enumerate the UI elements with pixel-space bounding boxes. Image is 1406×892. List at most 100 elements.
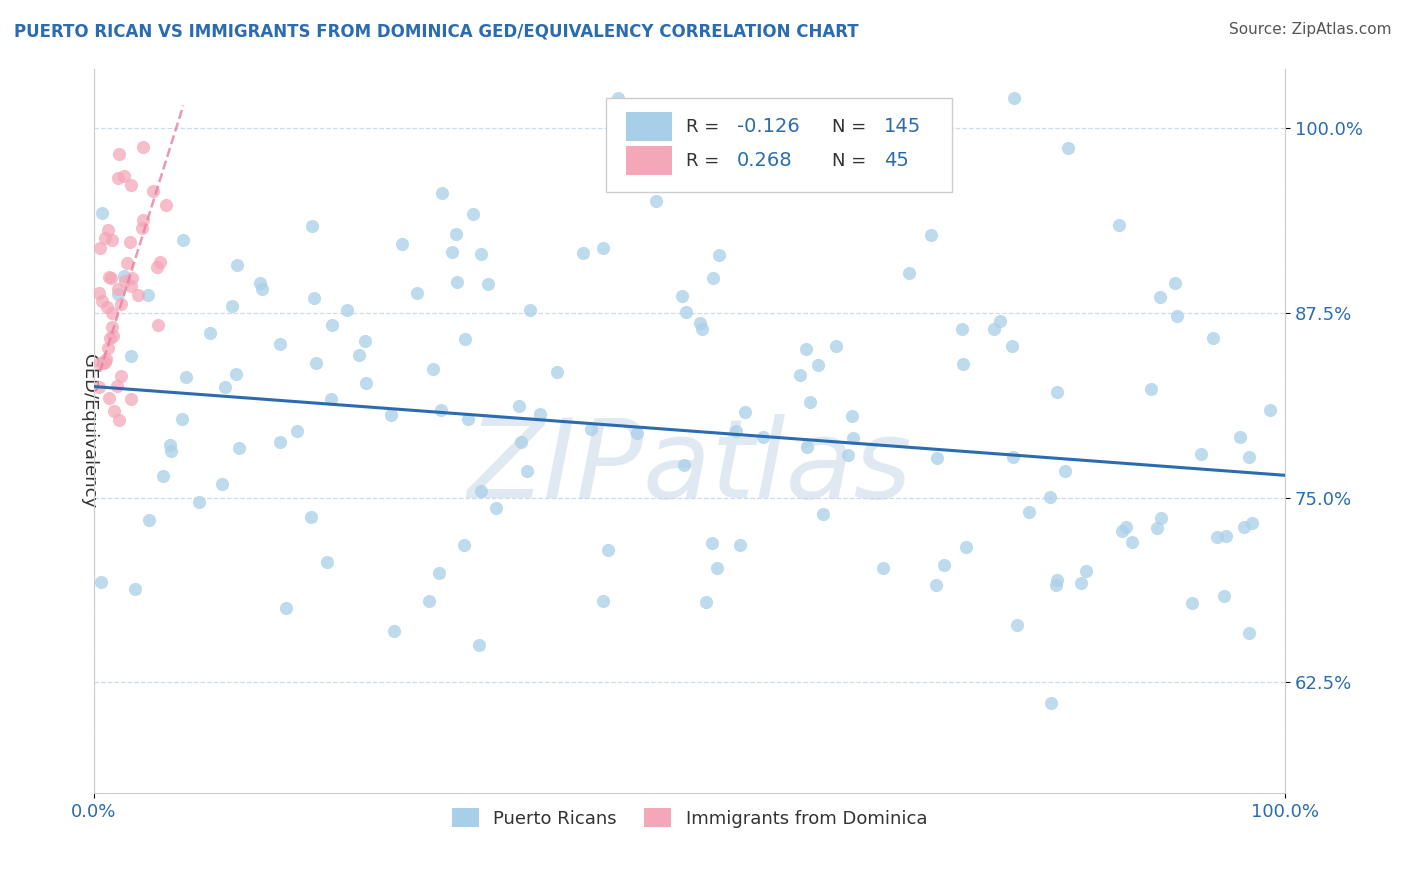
Point	[1206, 530, 1229, 544]
Point	[1164, 276, 1187, 290]
Point	[592, 241, 614, 255]
Point	[98, 269, 121, 284]
Point	[1213, 589, 1236, 603]
Point	[132, 212, 155, 227]
Point	[127, 287, 149, 301]
Point	[675, 305, 697, 319]
Point	[671, 289, 693, 303]
Point	[316, 555, 339, 569]
Point	[131, 221, 153, 235]
FancyBboxPatch shape	[606, 97, 952, 192]
Point	[103, 404, 125, 418]
Point	[825, 339, 848, 353]
Point	[89, 356, 111, 370]
Point	[508, 399, 530, 413]
Point	[211, 477, 233, 491]
Point	[427, 566, 450, 581]
Point	[159, 438, 181, 452]
Point	[1108, 218, 1130, 232]
Point	[91, 293, 114, 308]
Text: ZIPatlas: ZIPatlas	[467, 414, 912, 521]
Point	[1215, 529, 1237, 543]
Point	[269, 337, 291, 351]
Point	[485, 500, 508, 515]
Point	[950, 321, 973, 335]
Point	[470, 247, 492, 261]
Point	[470, 484, 492, 499]
Point	[734, 405, 756, 419]
Point	[107, 283, 129, 297]
Point	[97, 341, 120, 355]
Point	[799, 395, 821, 409]
Point	[138, 513, 160, 527]
Point	[107, 170, 129, 185]
Point	[626, 426, 648, 441]
Point	[1054, 464, 1077, 478]
Point	[592, 594, 614, 608]
Point	[842, 431, 865, 445]
Point	[807, 358, 830, 372]
Point	[454, 332, 477, 346]
Legend: Puerto Ricans, Immigrants from Dominica: Puerto Ricans, Immigrants from Dominica	[444, 801, 935, 835]
Point	[794, 343, 817, 357]
Point	[468, 638, 491, 652]
Text: 0.268: 0.268	[737, 151, 793, 170]
Point	[107, 286, 129, 301]
Point	[114, 274, 136, 288]
Point	[391, 236, 413, 251]
Point	[146, 260, 169, 274]
Point	[305, 356, 328, 370]
Point	[988, 314, 1011, 328]
Point	[152, 468, 174, 483]
Point	[422, 362, 444, 376]
Point	[1045, 577, 1067, 591]
Point	[730, 538, 752, 552]
Point	[1202, 331, 1225, 345]
Point	[93, 231, 115, 245]
Point	[1189, 448, 1212, 462]
Point	[453, 538, 475, 552]
Point	[96, 351, 118, 366]
Point	[1074, 564, 1097, 578]
Point	[837, 449, 859, 463]
Point	[1040, 697, 1063, 711]
Point	[955, 540, 977, 554]
Point	[87, 380, 110, 394]
Point	[572, 246, 595, 260]
Point	[1111, 524, 1133, 538]
Point	[93, 355, 115, 369]
Point	[380, 408, 402, 422]
Point	[692, 322, 714, 336]
Y-axis label: GED/Equivalency: GED/Equivalency	[80, 354, 98, 508]
Point	[607, 91, 630, 105]
Point	[103, 328, 125, 343]
Point	[927, 450, 949, 465]
Point	[120, 178, 142, 193]
Point	[382, 624, 405, 638]
Point	[91, 206, 114, 220]
Text: PUERTO RICAN VS IMMIGRANTS FROM DOMINICA GED/EQUIVALENCY CORRELATION CHART: PUERTO RICAN VS IMMIGRANTS FROM DOMINICA…	[14, 22, 859, 40]
Point	[110, 368, 132, 383]
Point	[120, 279, 142, 293]
Point	[97, 223, 120, 237]
Point	[579, 422, 602, 436]
Point	[457, 411, 479, 425]
Point	[1181, 596, 1204, 610]
Point	[1038, 490, 1060, 504]
Point	[274, 601, 297, 615]
Point	[1001, 339, 1024, 353]
Point	[174, 370, 197, 384]
Point	[249, 277, 271, 291]
Point	[1121, 535, 1143, 549]
Point	[872, 561, 894, 575]
Point	[952, 357, 974, 371]
Point	[1149, 290, 1171, 304]
Point	[516, 464, 538, 478]
Point	[299, 509, 322, 524]
Point	[1233, 520, 1256, 534]
Point	[1139, 382, 1161, 396]
Point	[1007, 617, 1029, 632]
Point	[105, 379, 128, 393]
Point	[1070, 576, 1092, 591]
Point	[441, 245, 464, 260]
